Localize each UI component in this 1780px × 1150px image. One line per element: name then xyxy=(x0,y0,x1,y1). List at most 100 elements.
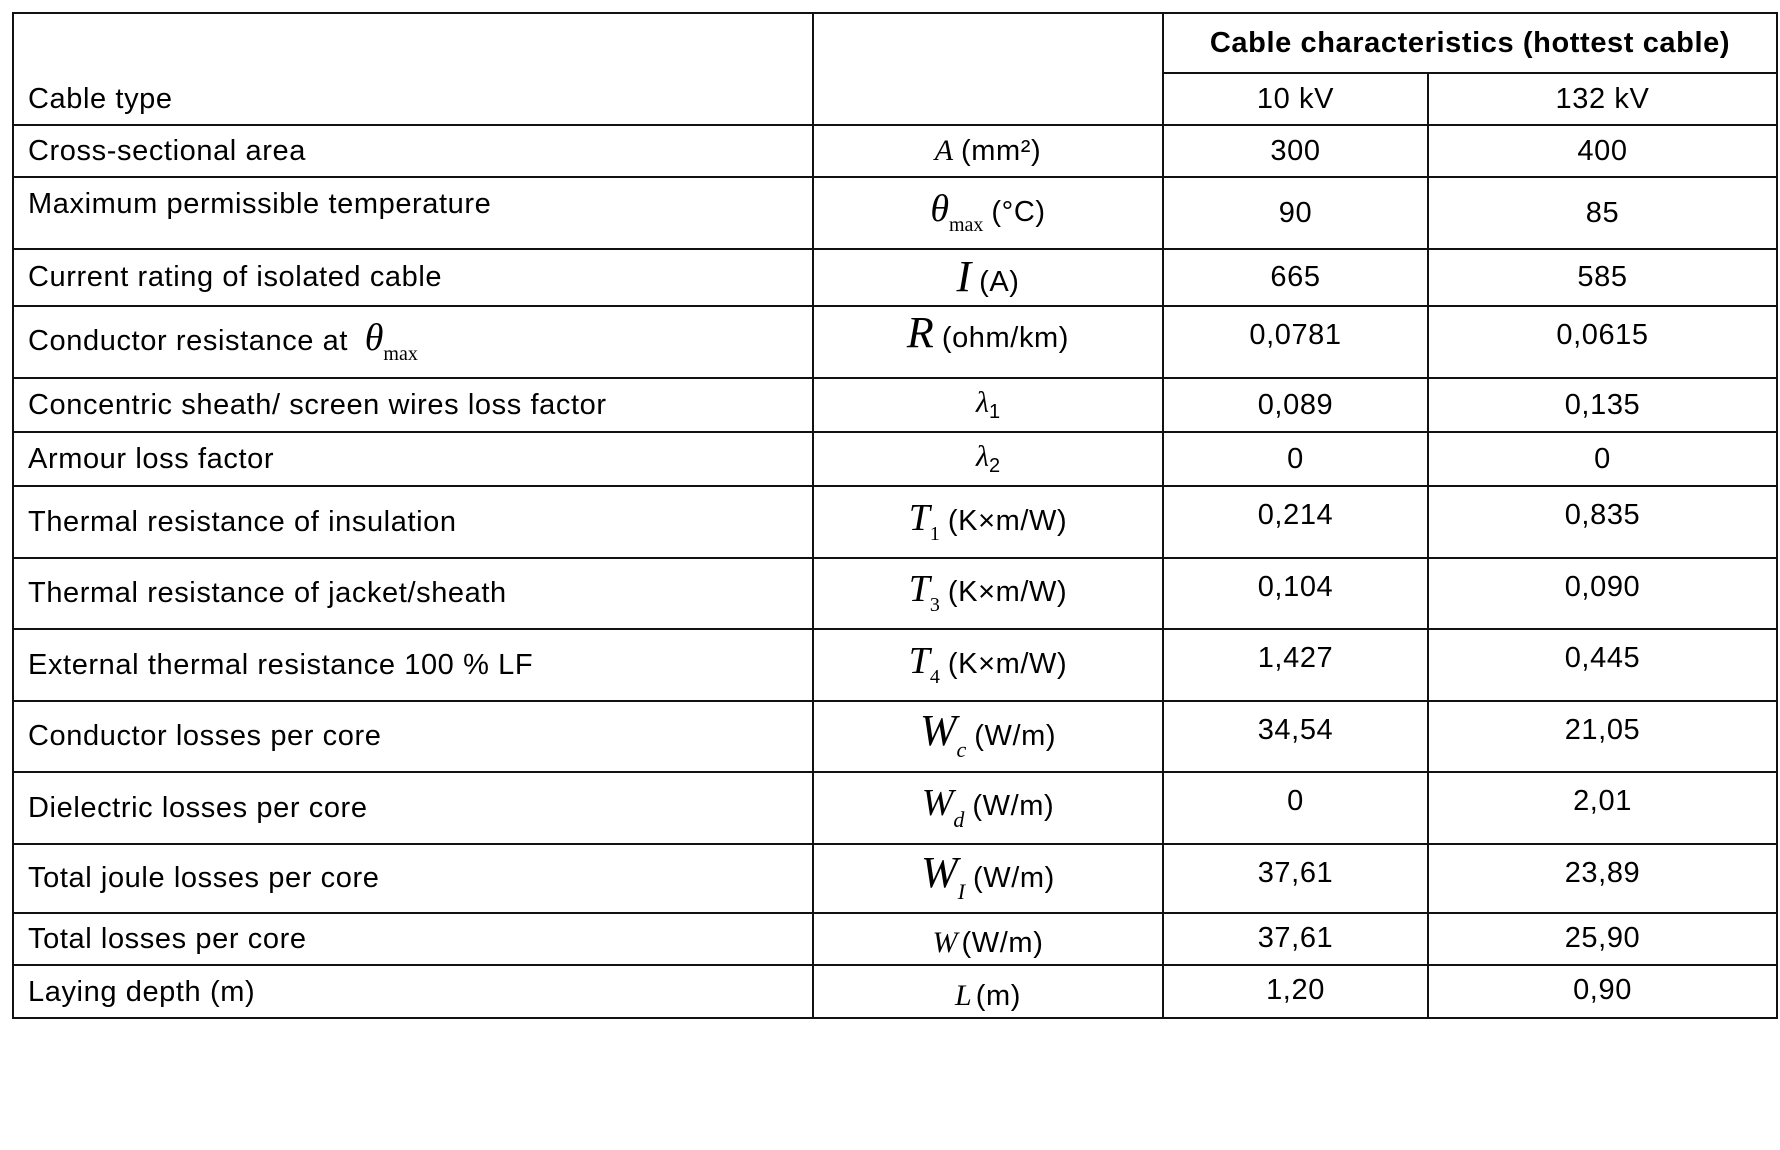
symbol: T xyxy=(908,568,930,610)
value-132kv: 0,445 xyxy=(1427,628,1778,702)
value-132kv: 0,135 xyxy=(1427,377,1778,433)
row-label: Conductor losses per core xyxy=(12,700,814,773)
unit: (°C) xyxy=(991,195,1046,228)
symbol: W xyxy=(921,781,954,824)
table-row: Conductor resistance at θmax R (ohm/km) 0… xyxy=(12,305,1778,379)
value-10kv: 0 xyxy=(1162,771,1429,845)
symbol-cell: λ2 xyxy=(812,431,1164,487)
value-132kv: 21,05 xyxy=(1427,700,1778,773)
symbol-subscript: c xyxy=(956,736,967,762)
table-row: Maximum permissible temperature θmax (°C)… xyxy=(12,176,1778,250)
symbol: T xyxy=(908,639,930,682)
value-10kv: 0 xyxy=(1162,431,1429,487)
symbol: λ xyxy=(975,386,989,419)
value-10kv: 665 xyxy=(1162,248,1429,307)
symbol-subscript: 1 xyxy=(988,401,1001,423)
unit: (A) xyxy=(979,265,1020,298)
header-empty-cell xyxy=(812,12,1164,126)
unit: (K×m/W) xyxy=(947,504,1068,537)
unit: (ohm/km) xyxy=(941,322,1070,354)
symbol: T xyxy=(908,496,930,539)
value-132kv: 0,090 xyxy=(1427,557,1778,630)
symbol-cell: T4 (K×m/W) xyxy=(812,628,1164,702)
symbol-cell: T3 (K×m/W) xyxy=(812,557,1164,630)
symbol-cell: I (A) xyxy=(812,248,1164,307)
symbol: θ xyxy=(930,187,949,230)
symbol-subscript: 4 xyxy=(929,665,940,688)
symbol: λ xyxy=(975,440,989,473)
cable-characteristics-table: Cable type Cable characteristics (hottes… xyxy=(12,12,1778,1019)
symbol-subscript: 3 xyxy=(929,594,940,616)
unit: (W/m) xyxy=(973,861,1055,894)
value-10kv: 37,61 xyxy=(1162,843,1429,914)
group-title: Cable characteristics (hottest cable) xyxy=(1162,12,1778,74)
table-row: Concentric sheath/ screen wires loss fac… xyxy=(12,377,1778,433)
symbol: R xyxy=(906,308,934,357)
unit: (W/m) xyxy=(972,789,1055,822)
label-symbol: θ xyxy=(364,316,384,359)
value-10kv: 0,089 xyxy=(1162,377,1429,433)
col-header-132kv: 132 kV xyxy=(1427,72,1778,126)
value-132kv: 585 xyxy=(1427,248,1778,307)
symbol-subscript: max xyxy=(948,213,984,236)
table-row: Total joule losses per core WI (W/m) 37,6… xyxy=(12,843,1778,914)
row-label: Thermal resistance of insulation xyxy=(12,485,814,559)
cable-type-label: Cable type xyxy=(12,12,814,126)
table-row: Laying depth (m) L (m) 1,20 0,90 xyxy=(12,964,1778,1019)
row-label: Armour loss factor xyxy=(12,431,814,487)
value-132kv: 0,90 xyxy=(1427,964,1778,1019)
unit: (K×m/W) xyxy=(947,576,1068,608)
symbol-subscript: d xyxy=(953,806,965,832)
symbol-subscript: 2 xyxy=(988,455,1001,477)
symbol-cell: T1 (K×m/W) xyxy=(812,485,1164,559)
row-label: External thermal resistance 100 % LF xyxy=(12,628,814,702)
value-132kv: 0 xyxy=(1427,431,1778,487)
table-row: External thermal resistance 100 % LF T4 (… xyxy=(12,628,1778,702)
value-132kv: 85 xyxy=(1427,176,1778,250)
symbol-cell: W (W/m) xyxy=(812,912,1164,966)
table-row: Total losses per core W (W/m) 37,61 25,90 xyxy=(12,912,1778,966)
row-label-cell: Conductor resistance at θmax xyxy=(12,305,814,379)
unit: (m) xyxy=(975,980,1021,1012)
symbol: L xyxy=(955,979,972,1012)
value-10kv: 0,0781 xyxy=(1162,305,1429,379)
value-132kv: 25,90 xyxy=(1427,912,1778,966)
symbol: W xyxy=(921,847,958,897)
table-row: Thermal resistance of jacket/sheath T3 (K… xyxy=(12,557,1778,630)
value-10kv: 34,54 xyxy=(1162,700,1429,773)
unit: (K×m/W) xyxy=(947,647,1068,680)
table-row: Armour loss factor λ2 0 0 xyxy=(12,431,1778,487)
symbol: W xyxy=(919,705,957,755)
row-label: Current rating of isolated cable xyxy=(12,248,814,307)
symbol-subscript: I xyxy=(957,878,966,904)
header-row-group: Cable type Cable characteristics (hottes… xyxy=(12,12,1778,126)
row-label: Thermal resistance of jacket/sheath xyxy=(12,557,814,630)
row-label: Dielectric losses per core xyxy=(12,771,814,845)
symbol-cell: R (ohm/km) xyxy=(812,305,1164,379)
row-label: Laying depth (m) xyxy=(12,964,814,1019)
symbol: W xyxy=(932,926,958,959)
col-header-10kv: 10 kV xyxy=(1162,72,1429,126)
unit: (mm²) xyxy=(961,135,1042,167)
unit: (W/m) xyxy=(974,719,1057,752)
value-10kv: 90 xyxy=(1162,176,1429,250)
value-132kv: 23,89 xyxy=(1427,843,1778,914)
value-132kv: 400 xyxy=(1427,124,1778,178)
symbol-subscript: 1 xyxy=(929,522,940,545)
value-10kv: 300 xyxy=(1162,124,1429,178)
table-row: Dielectric losses per core Wd (W/m) 0 2,0… xyxy=(12,771,1778,845)
value-132kv: 0,835 xyxy=(1427,485,1778,559)
symbol-cell: L (m) xyxy=(812,964,1164,1019)
symbol-cell: Wd (W/m) xyxy=(812,771,1164,845)
label-symbol-subscript: max xyxy=(383,342,418,365)
symbol-cell: λ1 xyxy=(812,377,1164,433)
value-10kv: 1,20 xyxy=(1162,964,1429,1019)
table-row: Thermal resistance of insulation T1 (K×m/… xyxy=(12,485,1778,559)
row-label: Maximum permissible temperature xyxy=(12,176,814,250)
symbol-cell: A (mm²) xyxy=(812,124,1164,178)
symbol-cell: θmax (°C) xyxy=(812,176,1164,250)
value-10kv: 0,214 xyxy=(1162,485,1429,559)
value-132kv: 0,0615 xyxy=(1427,305,1778,379)
table-row: Conductor losses per core Wc (W/m) 34,54 … xyxy=(12,700,1778,773)
value-10kv: 1,427 xyxy=(1162,628,1429,702)
